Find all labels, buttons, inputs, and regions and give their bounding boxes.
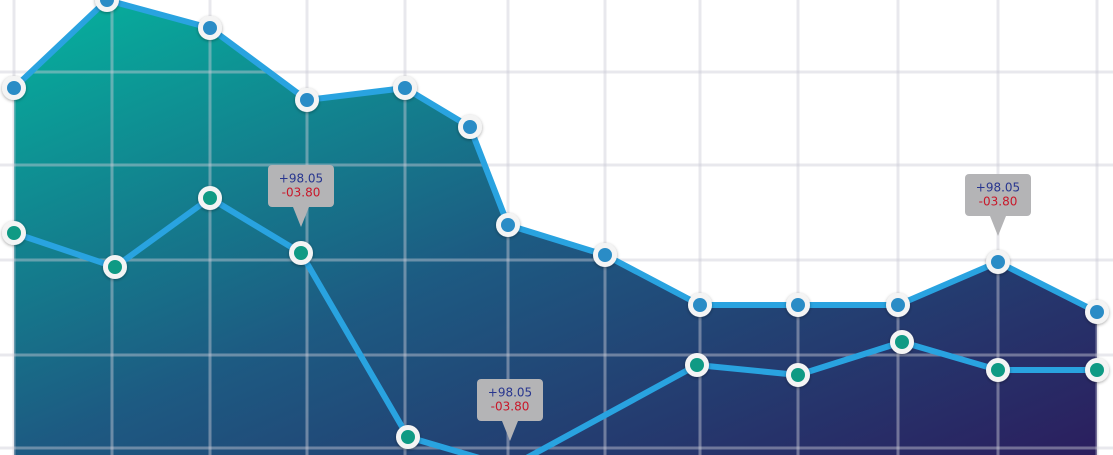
point-core — [501, 218, 515, 232]
point-core — [294, 246, 308, 260]
tooltip-box — [477, 379, 543, 421]
tooltip-box — [268, 165, 334, 207]
tooltip-gain: +98.05 — [488, 386, 532, 400]
point-core — [100, 0, 114, 7]
point — [396, 425, 420, 449]
point — [1085, 300, 1109, 324]
point-core — [791, 298, 805, 312]
tooltip-arrow — [293, 207, 309, 227]
tooltip: +98.05-03.80 — [965, 174, 1031, 236]
point — [393, 76, 417, 100]
point-core — [991, 363, 1005, 377]
point — [103, 255, 127, 279]
point-core — [7, 226, 21, 240]
point-core — [203, 191, 217, 205]
tooltip-arrow — [502, 421, 518, 441]
point — [886, 293, 910, 317]
point — [458, 115, 482, 139]
point-core — [895, 335, 909, 349]
point — [289, 241, 313, 265]
point-core — [463, 120, 477, 134]
area — [14, 0, 1097, 455]
point-core — [598, 248, 612, 262]
point-core — [1090, 305, 1104, 319]
point-core — [693, 298, 707, 312]
point-core — [690, 358, 704, 372]
point — [986, 358, 1010, 382]
tooltip-loss: -03.80 — [979, 195, 1018, 209]
point — [2, 76, 26, 100]
point — [786, 363, 810, 387]
point — [2, 221, 26, 245]
tooltip-gain: +98.05 — [279, 172, 323, 186]
point — [295, 88, 319, 112]
point-core — [398, 81, 412, 95]
point-core — [7, 81, 21, 95]
tooltip: +98.05-03.80 — [268, 165, 334, 227]
point-core — [401, 430, 415, 444]
point — [496, 213, 520, 237]
point — [688, 293, 712, 317]
tooltip-loss: -03.80 — [282, 186, 321, 200]
tooltip-gain: +98.05 — [976, 181, 1020, 195]
line — [13, 195, 1097, 455]
tooltip-arrow — [990, 216, 1006, 236]
tooltip-loss: -03.80 — [491, 400, 530, 414]
point — [1085, 358, 1109, 382]
point — [986, 250, 1010, 274]
point-core — [991, 255, 1005, 269]
point — [198, 186, 222, 210]
point — [593, 243, 617, 267]
point — [890, 330, 914, 354]
point — [685, 353, 709, 377]
point-core — [891, 298, 905, 312]
tooltip: +98.05-03.80 — [477, 379, 543, 441]
point-core — [300, 93, 314, 107]
tooltip-box — [965, 174, 1031, 216]
point-core — [1090, 363, 1104, 377]
point-core — [203, 21, 217, 35]
point — [198, 16, 222, 40]
point — [786, 293, 810, 317]
point — [95, 0, 119, 12]
point-core — [791, 368, 805, 382]
point-core — [108, 260, 122, 274]
